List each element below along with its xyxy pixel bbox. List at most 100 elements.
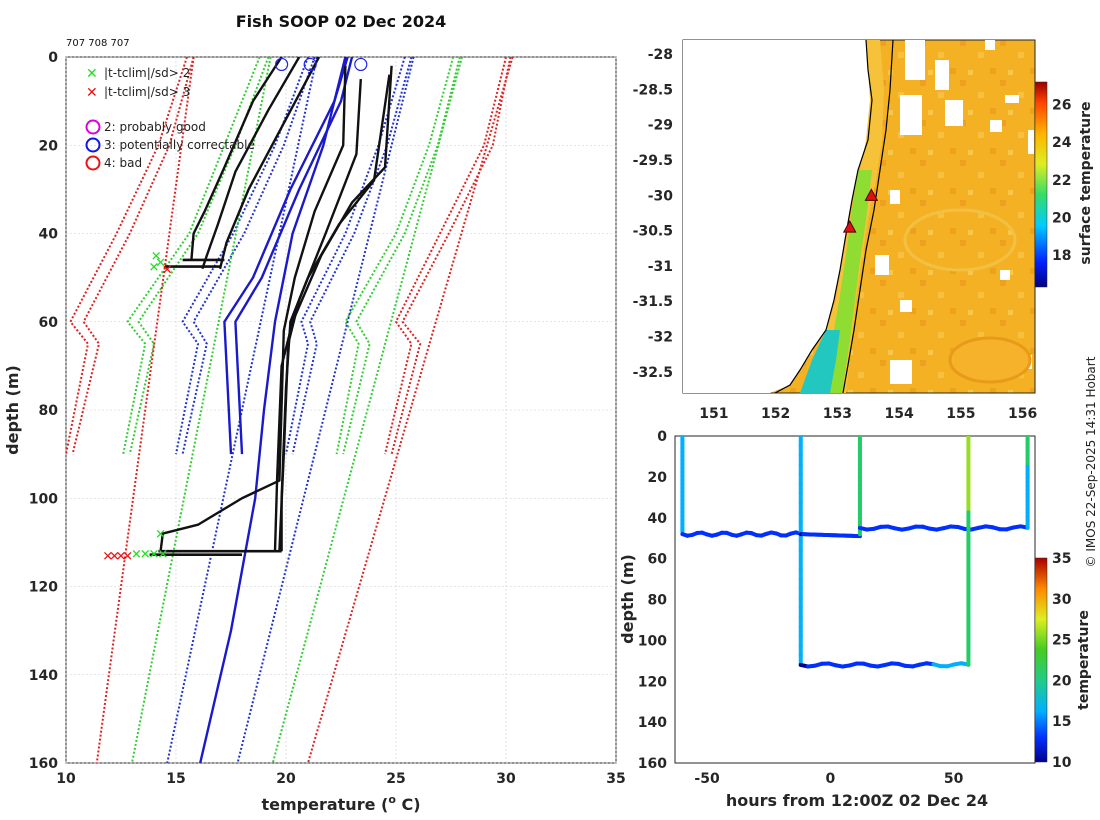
temp-colorbar-tick: 15 bbox=[1052, 714, 1071, 730]
profile-panel: Fish SOOP 02 Dec 2024 707 708 707 ✕✕✕✕✕✕… bbox=[3, 12, 626, 814]
sst-colorbar bbox=[1034, 81, 1048, 288]
clim-blue-left-2 bbox=[181, 57, 316, 455]
time-x-ticks: -50 0 50 bbox=[694, 771, 963, 787]
clim-deep-red-right bbox=[307, 57, 514, 763]
flag-x-2sd: ✕ bbox=[149, 261, 160, 276]
map-marker-triangle bbox=[864, 188, 879, 201]
profile-y-tick-label: 40 bbox=[39, 227, 59, 243]
sst-colorbar-label: surface temperature bbox=[1078, 101, 1094, 264]
map-x-tick-label: 156 bbox=[1008, 406, 1037, 422]
coastline bbox=[774, 40, 873, 393]
legend-label-correctable: 3: potentially correctable bbox=[104, 138, 255, 152]
time-y-tick-label: 160 bbox=[638, 756, 667, 772]
legend-item-2sd: ✕ |t-tclim|/sd> 2 bbox=[86, 66, 190, 82]
clim-green-right-1 bbox=[335, 57, 455, 455]
eddy-2 bbox=[903, 208, 1017, 272]
sst-colorbar-tick: 26 bbox=[1052, 98, 1071, 114]
time-y-tick-label: 20 bbox=[648, 470, 668, 486]
profile-black-1 bbox=[190, 57, 283, 261]
shelf-line bbox=[842, 40, 894, 393]
legend-marker-circle-red bbox=[85, 155, 101, 171]
time-axes-frame bbox=[674, 435, 1036, 764]
legend-label-3sd: |t-tclim|/sd> 3 bbox=[104, 85, 190, 99]
map-image bbox=[683, 40, 1034, 393]
map-x-ticks: 151 152 153 154 155 156 bbox=[699, 406, 1037, 422]
sst-colorbar-ticks: 18 20 22 24 26 bbox=[1052, 98, 1072, 264]
profile-x-label-sup: o bbox=[388, 793, 396, 806]
profile-y-tick-label: 0 bbox=[48, 50, 58, 66]
time-y-tick-label: 100 bbox=[638, 633, 667, 649]
profile-black-2 bbox=[201, 57, 301, 270]
qc-circle bbox=[303, 57, 317, 72]
time-x-tick-label: -50 bbox=[694, 771, 720, 787]
time-y-ticks: 0 20 40 60 80 100 120 140 160 bbox=[638, 429, 667, 772]
flag-x-3sd: ✕ bbox=[162, 263, 173, 278]
clim-red-left-2 bbox=[71, 57, 195, 455]
profile-x-tick-label: 20 bbox=[276, 771, 296, 787]
profile-x-label-tail: C) bbox=[396, 795, 421, 814]
map-markers bbox=[842, 188, 879, 233]
profile-black-deep-1 bbox=[273, 65, 393, 552]
flag-x-2sd: ✕ bbox=[157, 547, 168, 562]
time-x-tick-label: 50 bbox=[944, 771, 964, 787]
profile-y-tick-label: 20 bbox=[39, 138, 59, 154]
map-y-tick-label: -31.5 bbox=[633, 294, 673, 310]
profile-x-tick-label: 25 bbox=[386, 771, 405, 787]
profile-x-label: temperature (o C) bbox=[261, 793, 420, 814]
legend-marker-circle-magenta bbox=[85, 119, 101, 135]
legend-item-bad: 4: bad bbox=[85, 155, 142, 171]
map-x-tick-label: 154 bbox=[885, 406, 914, 422]
sst-colorbar-tick: 18 bbox=[1052, 248, 1071, 264]
clim-deep-blue-left bbox=[166, 57, 318, 763]
map-y-tick-label: -28.5 bbox=[633, 82, 673, 98]
map-y-ticks: -28 -28.5 -29 -29.5 -30 -30.5 -31 -31.5 -32 -32.5 bbox=[633, 47, 674, 381]
map-x-tick-label: 155 bbox=[946, 406, 975, 422]
qc-flag-marks: ✕✕✕✕✕✕✕✕✕✕✕✕✕ bbox=[102, 57, 368, 565]
clim-deep-green-right bbox=[271, 57, 463, 763]
qc-circle bbox=[275, 57, 289, 72]
coastal-green-band bbox=[818, 170, 872, 393]
profile-y-tick-label: 80 bbox=[39, 403, 59, 419]
coastal-cyan-band bbox=[800, 330, 840, 393]
temp-colorbar-tick: 10 bbox=[1052, 755, 1072, 771]
flag-x-2sd: ✕ bbox=[140, 547, 151, 562]
temp-colorbar-tick: 25 bbox=[1052, 633, 1071, 649]
map-y-tick-label: -32.5 bbox=[633, 365, 673, 381]
temperature-profiles bbox=[149, 57, 393, 763]
map-panel: 151 152 153 154 155 156 -28 -28.5 -29 -29.5 -30 -3… bbox=[633, 39, 1094, 422]
legend-label-2sd: |t-tclim|/sd> 2 bbox=[104, 66, 190, 80]
clim-red-right-1 bbox=[384, 57, 507, 455]
map-y-tick-label: -28 bbox=[648, 47, 673, 63]
profile-x-label-text: temperature ( bbox=[261, 795, 388, 814]
profile-x-tick-label: 35 bbox=[606, 771, 625, 787]
map-y-tick-label: -29.5 bbox=[633, 153, 673, 169]
profile-blue-2 bbox=[234, 57, 354, 455]
temp-colorbar-tick: 35 bbox=[1052, 551, 1071, 567]
flag-x-3sd: ✕ bbox=[102, 550, 113, 565]
profile-black-deep-3 bbox=[159, 65, 347, 552]
profile-y-label: depth (m) bbox=[3, 365, 22, 455]
flag-x-3sd: ✕ bbox=[109, 550, 120, 565]
clim-blue-right-1 bbox=[285, 57, 406, 455]
credit-text: © IMOS 22-Sep-2025 14:31 Hobart bbox=[1084, 356, 1098, 567]
legend-marker-x-red: ✕ bbox=[86, 85, 98, 101]
time-y-tick-label: 120 bbox=[638, 674, 667, 690]
climatology-lines bbox=[66, 57, 514, 763]
depth-tracks bbox=[680, 436, 1030, 669]
map-y-tick-label: -31 bbox=[648, 259, 673, 275]
sst-colorbar-tick: 24 bbox=[1052, 135, 1072, 151]
legend-item-probably-good: 2: probably good bbox=[85, 119, 206, 135]
time-y-tick-label: 40 bbox=[648, 511, 668, 527]
profile-axes-frame bbox=[65, 56, 617, 764]
temp-colorbar bbox=[1034, 557, 1048, 763]
flag-x-2sd: ✕ bbox=[155, 256, 166, 271]
time-y-tick-label: 80 bbox=[648, 593, 668, 609]
legend-label-bad: 4: bad bbox=[104, 156, 142, 170]
time-y-tick-label: 60 bbox=[648, 552, 668, 568]
profile-y-tick-label: 120 bbox=[29, 580, 58, 596]
profile-x-ticks: 10 15 20 25 30 35 bbox=[56, 771, 625, 787]
flag-x-3sd: ✕ bbox=[116, 550, 127, 565]
map-x-tick-label: 151 bbox=[699, 406, 728, 422]
map-x-tick-label: 152 bbox=[761, 406, 790, 422]
